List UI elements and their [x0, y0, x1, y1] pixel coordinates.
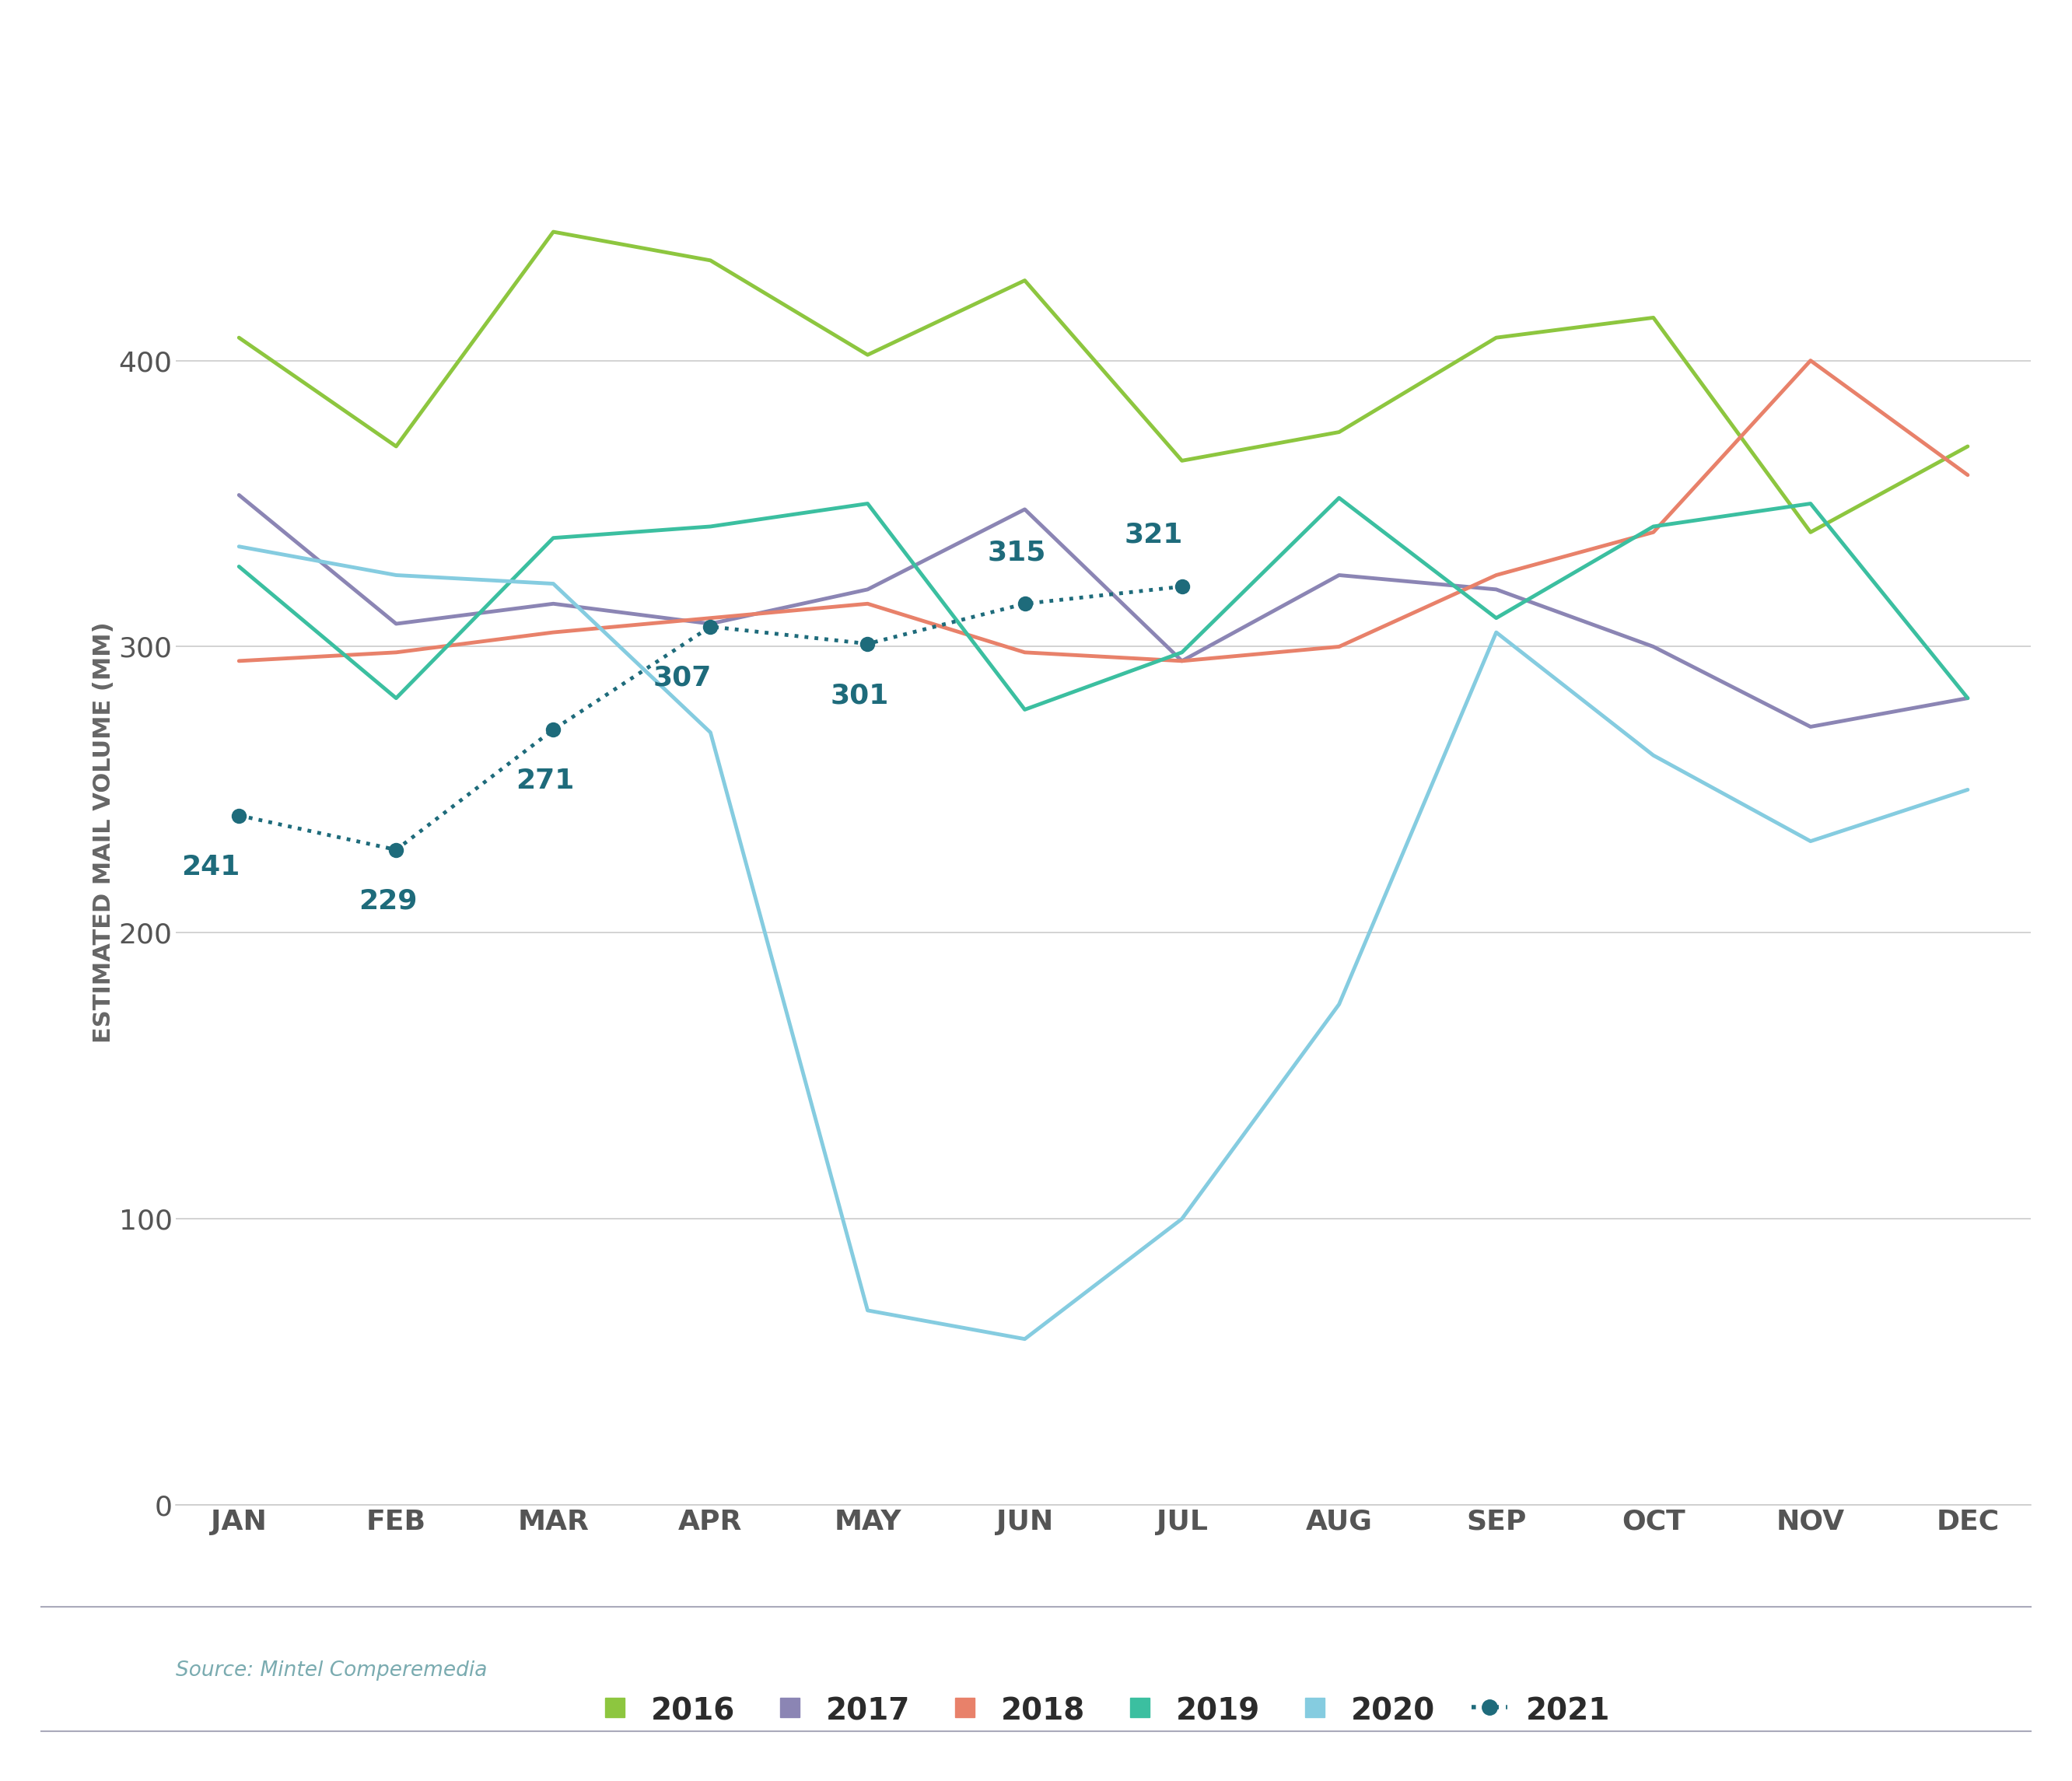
Text: CREDIT CARD – DIRECT MAIL VOLUME BY MONTH: CREDIT CARD – DIRECT MAIL VOLUME BY MONT… [46, 39, 1461, 91]
Text: 307: 307 [653, 664, 711, 691]
Text: 315: 315 [988, 540, 1046, 565]
Text: 271: 271 [516, 768, 574, 794]
Y-axis label: ESTIMATED MAIL VOLUME (MM): ESTIMATED MAIL VOLUME (MM) [93, 622, 114, 1044]
Text: Source: Mintel Comperemedia: Source: Mintel Comperemedia [176, 1660, 487, 1681]
Text: 321: 321 [1125, 522, 1183, 549]
Text: 229: 229 [358, 889, 419, 914]
Legend: 2016, 2017, 2018, 2019, 2020, 2021: 2016, 2017, 2018, 2019, 2020, 2021 [584, 1683, 1622, 1738]
Text: 241: 241 [182, 853, 240, 880]
Text: 301: 301 [831, 682, 889, 709]
